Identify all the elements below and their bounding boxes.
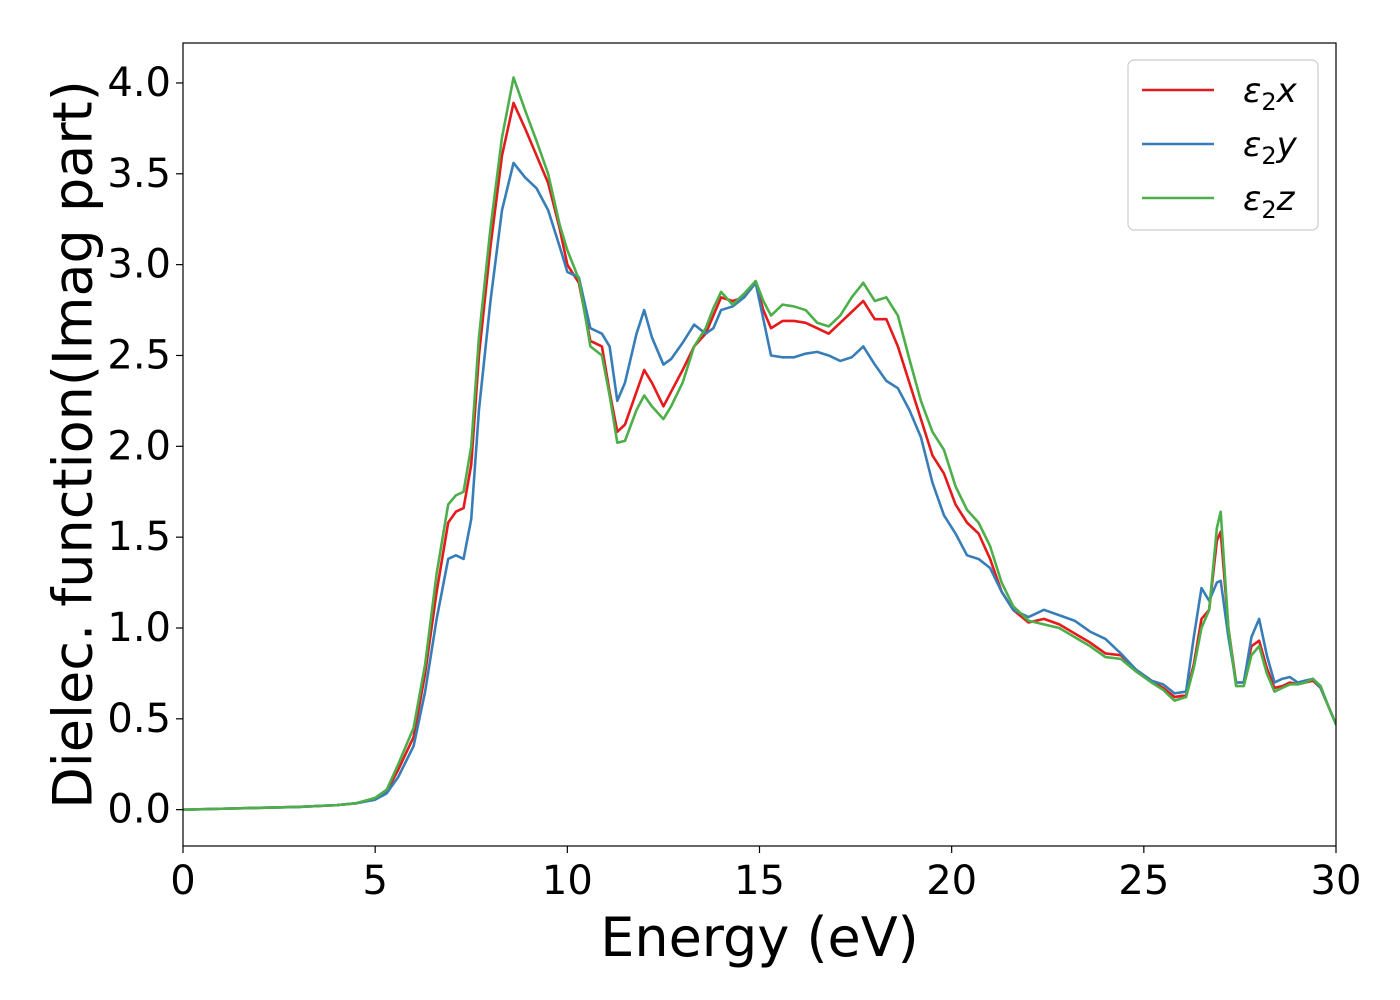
- legend-entries: ε2x ε2y ε2z: [1142, 71, 1298, 224]
- y-axis-label: Dielec. function(Imag part): [42, 80, 105, 809]
- legend-label-x: ε2x: [1243, 71, 1298, 116]
- x-tick-label: 20: [926, 858, 977, 904]
- series-line-y: [183, 161, 1336, 811]
- plot-area: [182, 42, 1337, 847]
- legend: ε2x ε2y ε2z: [1127, 59, 1319, 231]
- y-tick-label: 0.5: [107, 696, 171, 742]
- x-axis-label: Energy (eV): [600, 906, 919, 969]
- x-tick-label: 10: [542, 858, 593, 904]
- y-tick-label: 2.0: [107, 423, 171, 469]
- series-layer: [183, 76, 1336, 811]
- x-tick-label: 0: [170, 858, 195, 904]
- y-tick-label: 1.5: [107, 514, 171, 560]
- y-tick-label: 1.0: [107, 605, 171, 651]
- y-tick-label: 3.0: [107, 242, 171, 288]
- y-tick-label: 4.0: [107, 60, 171, 106]
- x-tick-label: 25: [1118, 858, 1169, 904]
- x-axis-ticks: 0 5 10 15 20 25 30: [170, 846, 1361, 904]
- series-line-z: [183, 76, 1336, 811]
- y-tick-label: 0.0: [107, 787, 171, 833]
- x-tick-label: 15: [734, 858, 785, 904]
- y-axis-ticks: 0.0 0.5 1.0 1.5 2.0 2.5 3.0 3.5 4.0: [107, 60, 183, 833]
- legend-label-z: ε2z: [1243, 179, 1296, 224]
- legend-label-y: ε2y: [1243, 125, 1298, 170]
- x-tick-label: 5: [362, 858, 387, 904]
- y-tick-label: 2.5: [107, 332, 171, 378]
- y-tick-label: 3.5: [107, 151, 171, 197]
- legend-box: [1127, 59, 1319, 231]
- x-tick-label: 30: [1311, 858, 1362, 904]
